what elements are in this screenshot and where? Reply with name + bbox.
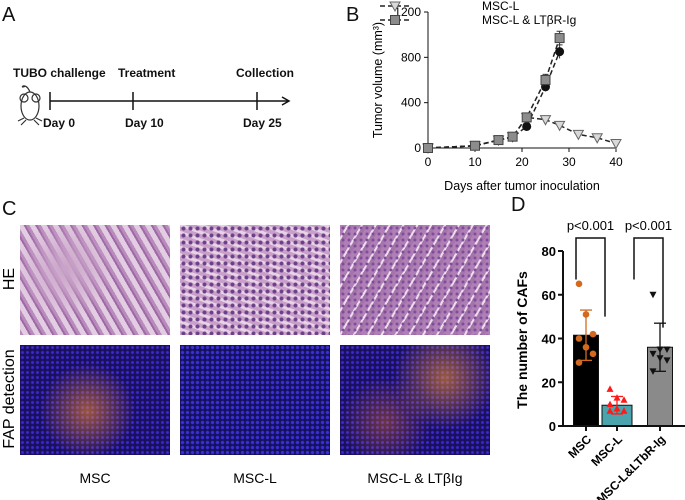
he-image-msc-l-ltb [340, 225, 490, 335]
data-point [606, 400, 614, 408]
legend-marker [389, 1, 401, 13]
series-line [427, 37, 561, 149]
he-image-msc [20, 225, 170, 335]
panel-label-c: C [2, 198, 17, 220]
data-point [610, 138, 622, 150]
data-point [649, 368, 657, 375]
data-point [553, 120, 566, 132]
row-label-fap: FAP detection [1, 349, 18, 449]
data-point [470, 140, 480, 151]
significance-bracket [575, 237, 606, 317]
column-label: MSC-L & LTβIg [367, 470, 463, 486]
panel-label-d: D [511, 194, 526, 216]
column-label: MSC-L [233, 470, 277, 486]
series-line [427, 51, 561, 149]
panel-label-b: B [346, 4, 360, 26]
x-tick-label: 10 [468, 155, 482, 169]
y-tick-label: 0 [414, 141, 421, 155]
y-tick-label: 800 [401, 50, 421, 64]
p-value-label: p<0.001 [567, 218, 614, 233]
data-point [591, 133, 604, 144]
y-tick-label: 20 [542, 375, 556, 390]
y-tick-label: 1200 [394, 5, 421, 19]
tumor-volume-chart: 0 400 800 1200 0 10 20 30 40 Days after tumor ino… [371, 0, 623, 193]
data-point [606, 407, 614, 414]
data-point [572, 129, 585, 141]
data-point [582, 311, 590, 318]
panel-label-a: A [2, 4, 16, 26]
mouse-icon [17, 85, 43, 126]
y-tick-label: 80 [542, 244, 556, 259]
data-point [507, 131, 518, 142]
data-point [493, 135, 504, 146]
data-point [613, 394, 621, 401]
data-point [582, 343, 590, 351]
y-tick-label: 0 [549, 419, 556, 434]
data-point [575, 359, 583, 366]
data-point [540, 75, 551, 85]
data-point [649, 350, 657, 358]
arrow-head-icon [281, 96, 291, 106]
data-point [575, 280, 583, 288]
event-label: Treatment [118, 66, 176, 80]
data-point [554, 33, 565, 44]
data-point [620, 396, 628, 403]
legend-label: MSC-L [482, 0, 520, 13]
x-tick-label: 20 [515, 155, 529, 169]
data-point [539, 115, 552, 126]
data-point [589, 330, 597, 338]
x-tick-label: 30 [562, 155, 576, 169]
data-point [555, 47, 565, 57]
fap-image-msc-l-ltb [340, 345, 490, 455]
he-image-msc-l [180, 225, 330, 335]
data-point [575, 335, 583, 342]
event-label: TUBO challenge [13, 66, 106, 80]
data-point [620, 407, 628, 414]
y-axis-label: Tumor volume (mm³) [371, 22, 385, 138]
y-tick-label: 60 [542, 288, 556, 303]
data-point [589, 350, 597, 358]
data-point [656, 355, 664, 362]
x-tick-label: 0 [425, 155, 432, 169]
fap-image-msc [20, 345, 170, 455]
data-point [521, 112, 532, 123]
data-point [613, 405, 621, 412]
data-point [663, 346, 671, 353]
x-tick-label: 40 [609, 155, 623, 169]
y-tick-label: 400 [401, 96, 421, 110]
data-point [522, 121, 532, 131]
column-label: MSC [79, 470, 111, 486]
legend-label: MSC-L & LTβR-Ig [482, 13, 576, 27]
y-axis-label: The number of CAFs [514, 271, 530, 409]
day-label: Day 0 [43, 116, 76, 130]
day-label: Day 10 [125, 116, 164, 130]
event-label: Collection [236, 66, 295, 80]
timeline-diagram [17, 85, 291, 126]
x-axis-label: Days after tumor inoculation [444, 179, 600, 193]
day-label: Day 25 [243, 116, 282, 130]
data-point [606, 385, 614, 392]
data-point [423, 143, 433, 153]
legend-marker [390, 15, 400, 25]
p-value-label: p<0.001 [625, 218, 672, 233]
data-point [656, 346, 664, 353]
x-tick-label: MSC-L [588, 432, 625, 469]
fap-image-msc-l [180, 345, 330, 455]
y-tick-label: 40 [542, 332, 556, 347]
data-point [663, 357, 671, 364]
data-point [649, 291, 657, 299]
row-label-he: HE [1, 267, 18, 291]
significance-bracket [633, 237, 664, 328]
